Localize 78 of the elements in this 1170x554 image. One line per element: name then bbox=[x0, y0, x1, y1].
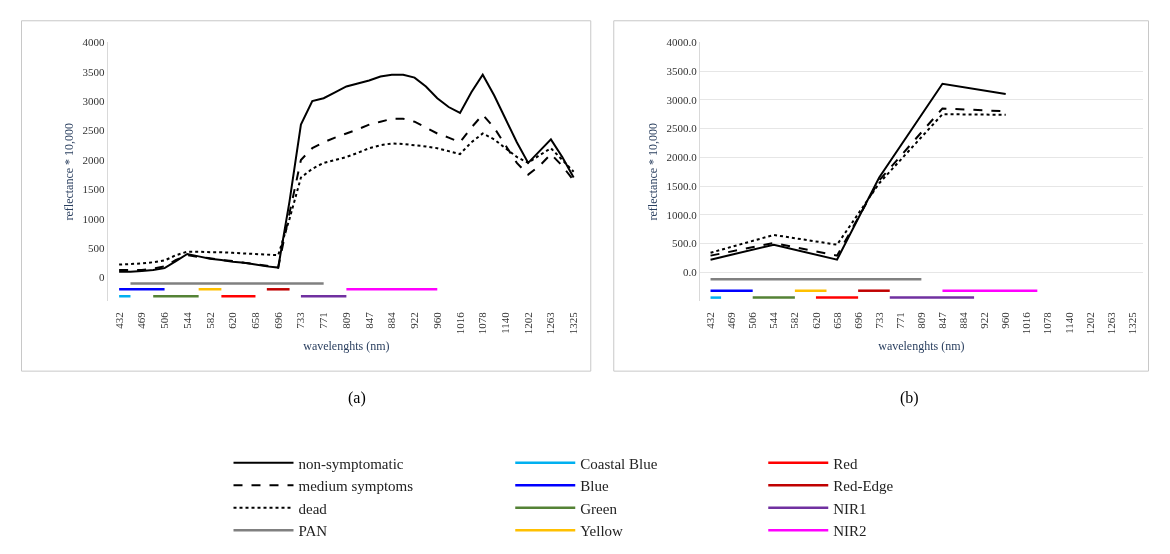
x-tick-label: 1140 bbox=[499, 311, 512, 334]
x-tick-label: 658 bbox=[249, 311, 262, 329]
x-tick-label: 696 bbox=[271, 311, 284, 329]
x-tick-label: 809 bbox=[914, 311, 927, 329]
x-tick-label: 960 bbox=[430, 311, 443, 329]
y-tick-label: 2000.0 bbox=[666, 151, 698, 164]
x-tick-label: 582 bbox=[788, 312, 801, 329]
x-tick-label: 432 bbox=[704, 312, 717, 329]
y-tick-label: 1500 bbox=[82, 183, 106, 196]
x-tick-label: 847 bbox=[362, 311, 375, 329]
legend-label: Yellow bbox=[580, 523, 624, 540]
y-tick-label: 0.0 bbox=[683, 266, 698, 279]
x-tick-label: 1202 bbox=[521, 312, 534, 335]
y-tick-label: 2500 bbox=[82, 124, 106, 137]
x-tick-label: 620 bbox=[809, 311, 822, 329]
x-tick-label: 469 bbox=[135, 311, 148, 329]
legend-label: Blue bbox=[580, 478, 609, 495]
x-tick-label: 771 bbox=[317, 312, 330, 329]
x-tick-label: 1078 bbox=[1041, 311, 1054, 335]
x-tick-label: 1325 bbox=[1125, 311, 1138, 335]
y-axis-title: reflectance * 10,000 bbox=[645, 122, 660, 221]
x-axis-title: wavelenghts (nm) bbox=[303, 339, 390, 354]
y-tick-label: 2000 bbox=[82, 153, 106, 166]
y-tick-label: 3500 bbox=[82, 65, 106, 78]
x-tick-label: 1078 bbox=[476, 311, 489, 335]
legend-label: Red bbox=[833, 455, 858, 472]
legend-label: PAN bbox=[298, 523, 328, 540]
x-tick-label: 1263 bbox=[544, 311, 557, 335]
legend-label: NIR1 bbox=[833, 500, 867, 517]
y-tick-label: 3000.0 bbox=[666, 93, 698, 106]
x-tick-label: 1016 bbox=[453, 311, 466, 335]
legend-label: dead bbox=[298, 500, 328, 517]
y-tick-label: 0 bbox=[99, 271, 106, 284]
x-tick-label: 1140 bbox=[1062, 311, 1075, 334]
x-tick-label: 884 bbox=[385, 311, 398, 329]
x-tick-label: 733 bbox=[872, 311, 885, 329]
x-tick-label: 582 bbox=[203, 312, 216, 329]
x-tick-label: 771 bbox=[893, 312, 906, 329]
x-tick-label: 620 bbox=[226, 311, 239, 329]
y-tick-label: 4000.0 bbox=[666, 36, 698, 49]
text: (b) bbox=[900, 389, 919, 407]
x-tick-label: 544 bbox=[180, 311, 193, 329]
y-tick-label: 4000 bbox=[82, 36, 106, 49]
x-tick-label: 809 bbox=[339, 311, 352, 329]
y-axis-title: reflectance * 10,000 bbox=[61, 122, 76, 221]
y-tick-label: 1000.0 bbox=[666, 208, 698, 221]
x-tick-label: 506 bbox=[746, 311, 759, 329]
x-tick-label: 506 bbox=[158, 311, 171, 329]
legend-label: Red-Edge bbox=[833, 478, 894, 495]
y-tick-label: 2500.0 bbox=[666, 122, 698, 135]
y-tick-label: 500 bbox=[88, 241, 106, 254]
x-tick-label: 1202 bbox=[1083, 312, 1096, 335]
x-tick-label: 733 bbox=[294, 311, 307, 329]
y-tick-label: 1000 bbox=[82, 212, 106, 225]
y-tick-label: 500.0 bbox=[672, 237, 698, 250]
x-tick-label: 432 bbox=[112, 312, 125, 329]
x-axis-title: wavelenghts (nm) bbox=[878, 339, 965, 354]
x-tick-label: 1325 bbox=[567, 311, 580, 335]
y-tick-label: 3500.0 bbox=[666, 64, 698, 77]
legend-label: Green bbox=[580, 500, 618, 517]
x-tick-label: 1016 bbox=[1020, 311, 1033, 335]
x-tick-label: 658 bbox=[830, 311, 843, 329]
x-tick-label: 469 bbox=[725, 311, 738, 329]
x-tick-label: 696 bbox=[851, 311, 864, 329]
legend-label: Coastal Blue bbox=[580, 455, 658, 472]
x-tick-label: 1263 bbox=[1104, 311, 1117, 335]
x-tick-label: 544 bbox=[767, 311, 780, 329]
x-tick-label: 884 bbox=[957, 311, 970, 329]
legend-label: medium symptoms bbox=[298, 478, 414, 495]
x-tick-label: 922 bbox=[978, 312, 991, 329]
legend-label: non-symptomatic bbox=[298, 455, 404, 472]
x-tick-label: 922 bbox=[408, 312, 421, 329]
x-tick-label: 960 bbox=[999, 311, 1012, 329]
y-tick-label: 1500.0 bbox=[666, 179, 698, 192]
text: (a) bbox=[348, 389, 366, 407]
legend-label: NIR2 bbox=[833, 523, 867, 540]
y-tick-label: 3000 bbox=[82, 94, 106, 107]
x-tick-label: 847 bbox=[936, 311, 949, 329]
